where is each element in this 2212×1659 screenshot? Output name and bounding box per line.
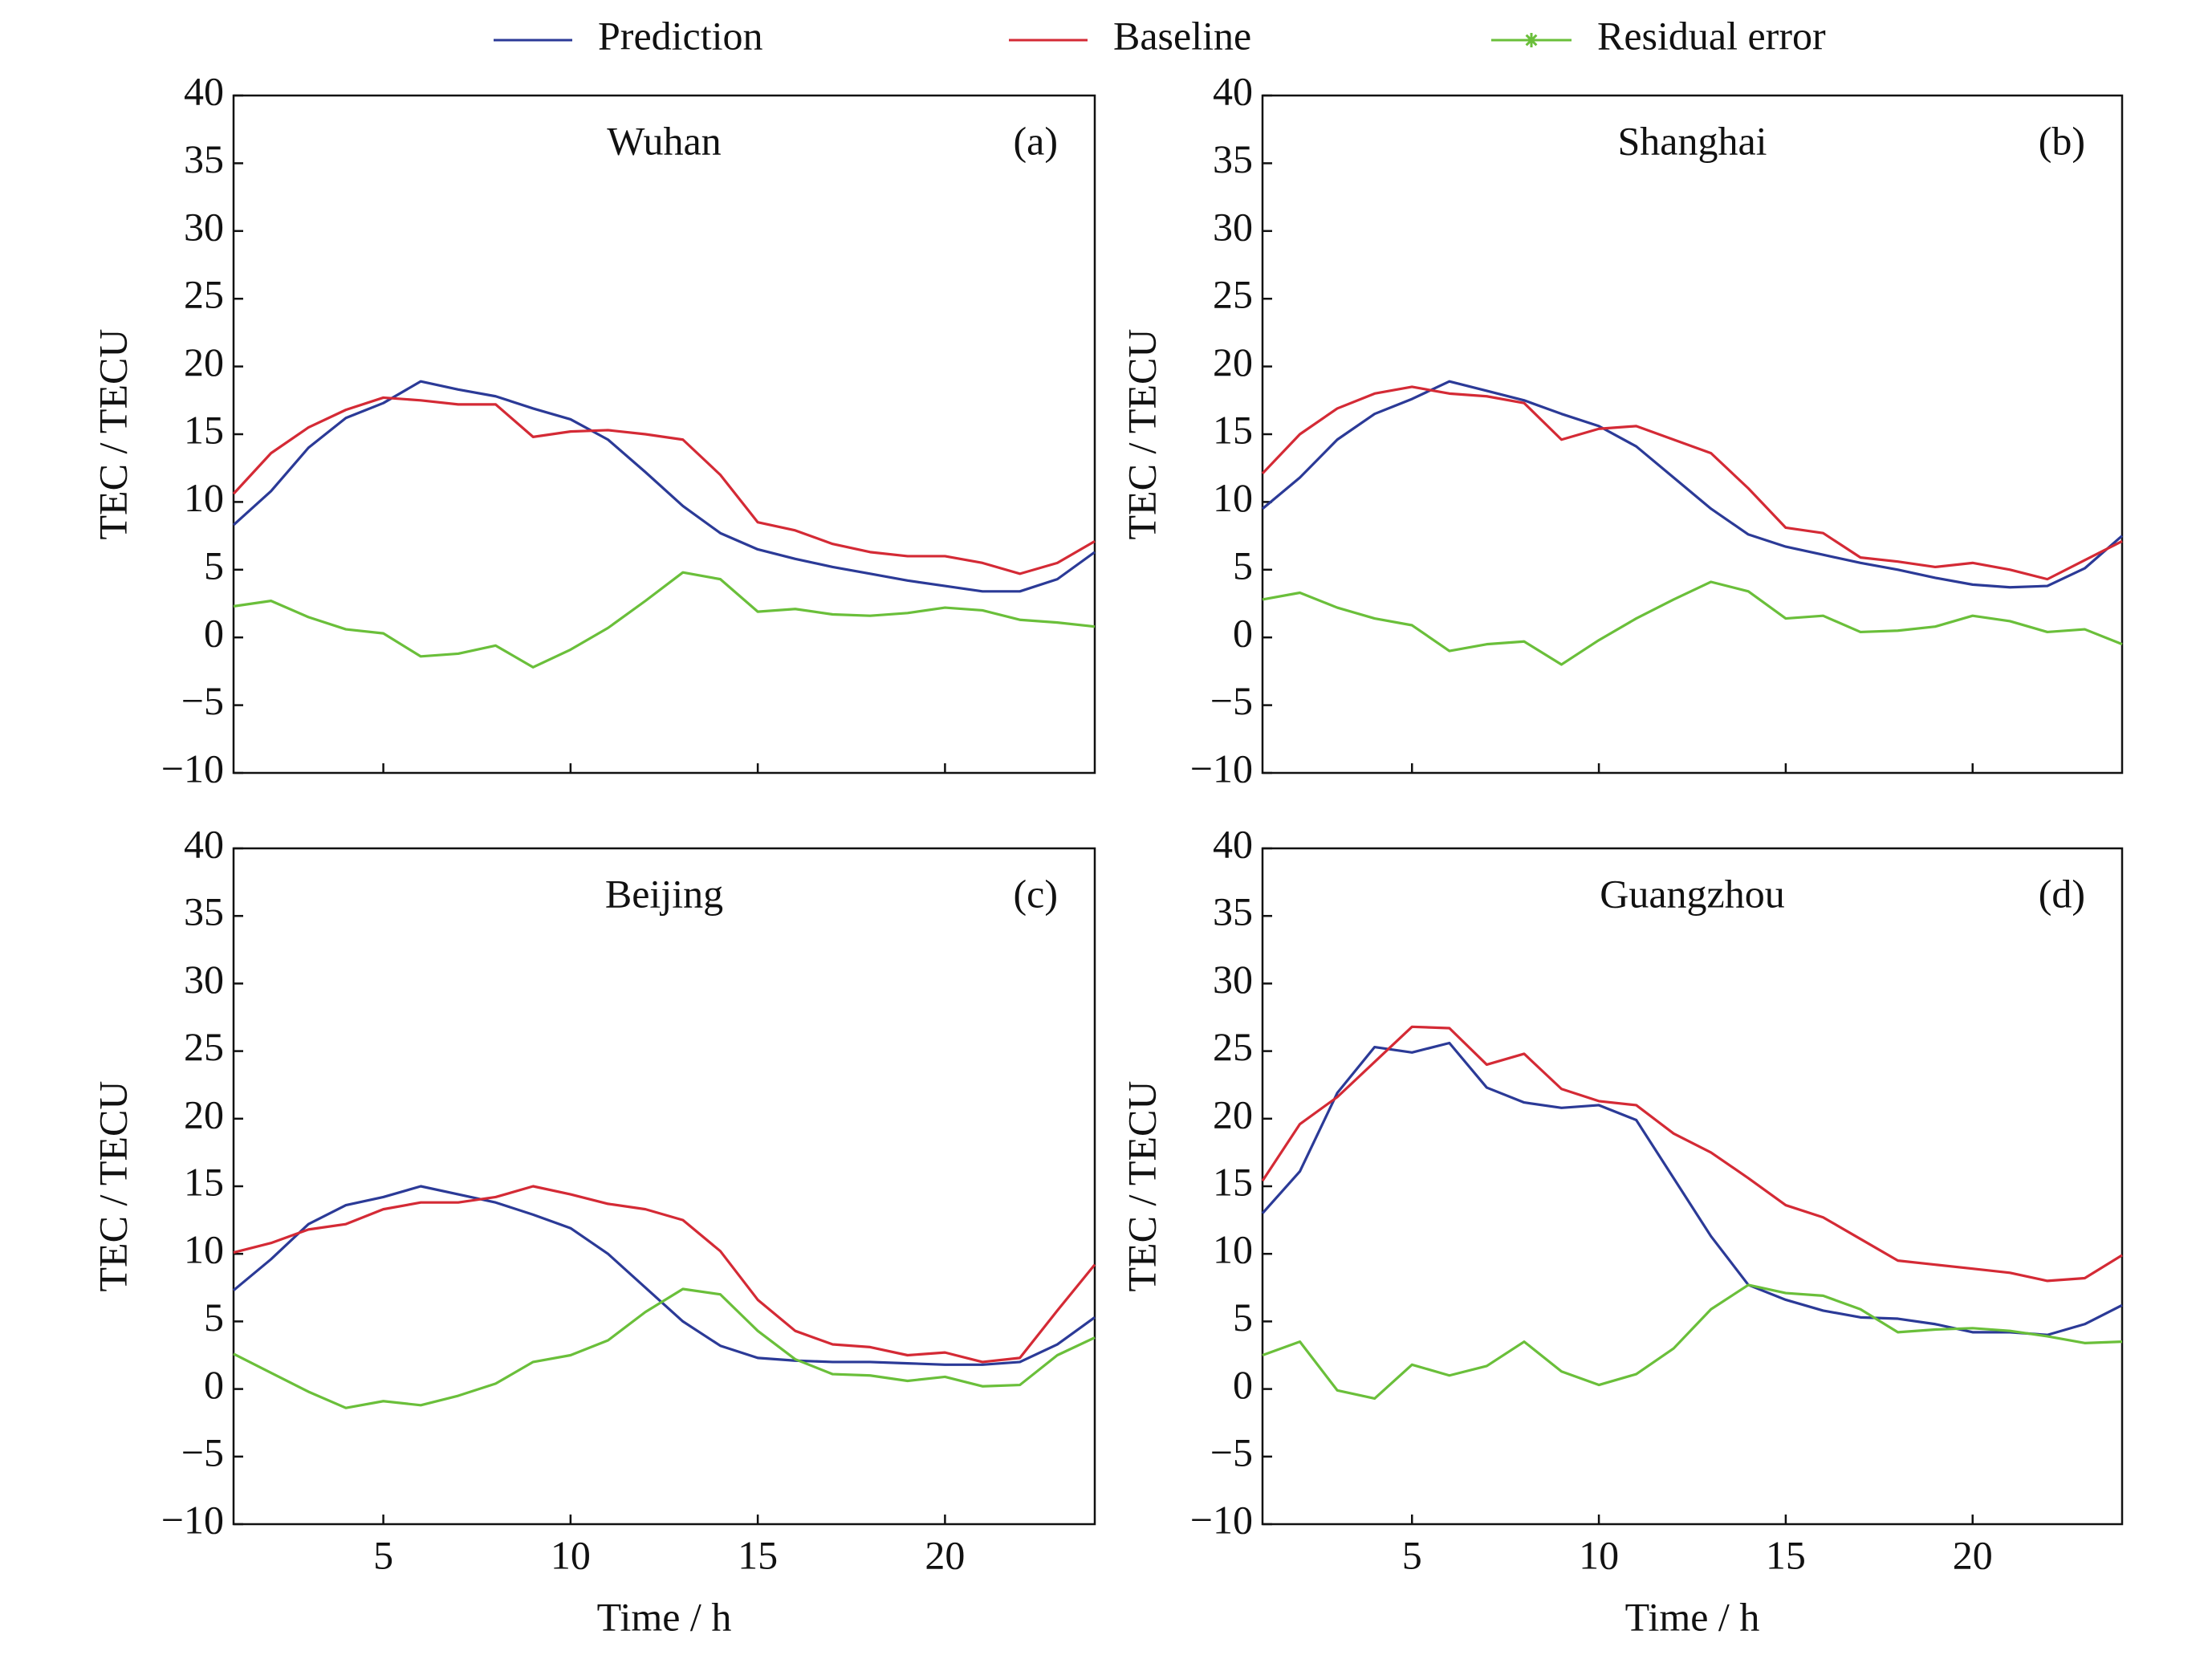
y-tick-label: 25 xyxy=(1213,1024,1253,1069)
x-tick-label: 15 xyxy=(1766,1532,1806,1577)
x-tick-label: 10 xyxy=(1579,1532,1619,1577)
y-tick-label: 40 xyxy=(184,821,224,866)
y-tick-label: 5 xyxy=(204,1295,224,1340)
legend-marker xyxy=(1525,34,1538,47)
data-line xyxy=(233,571,1096,669)
y-tick-label: −5 xyxy=(1210,678,1253,723)
data-line xyxy=(232,1185,1096,1366)
y-tick-label: 0 xyxy=(1233,1362,1253,1407)
panel-title: Beijing xyxy=(605,871,723,916)
y-tick-label: −5 xyxy=(181,678,224,723)
panel-label: (b) xyxy=(2039,118,2085,163)
y-tick-label: 20 xyxy=(184,340,224,384)
y-tick-label: 10 xyxy=(184,1227,224,1272)
y-axis-label: TEC / TECU xyxy=(1119,1081,1164,1292)
data-line xyxy=(1262,580,2123,666)
y-tick-label: 10 xyxy=(1213,475,1253,520)
legend-label: Baseline xyxy=(1113,13,1251,58)
plot-frame xyxy=(1261,94,2124,775)
x-tick-label: 5 xyxy=(373,1532,393,1577)
y-tick-label: 35 xyxy=(184,889,224,934)
y-tick-label: −10 xyxy=(161,746,224,791)
y-tick-label: 25 xyxy=(184,1024,224,1069)
panel-label: (a) xyxy=(1014,118,1059,163)
y-tick-label: 40 xyxy=(184,68,224,113)
y-tick-label: 35 xyxy=(184,136,224,181)
y-tick-label: 5 xyxy=(1233,1295,1253,1340)
data-line xyxy=(1261,1041,2123,1336)
panel-title: Wuhan xyxy=(607,118,721,163)
y-tick-label: 40 xyxy=(1213,821,1253,866)
legend-label: Prediction xyxy=(598,13,763,58)
x-axis-label: Time / h xyxy=(1625,1594,1760,1639)
y-tick-label: 20 xyxy=(1213,1092,1253,1136)
y-axis-label: TEC / TECU xyxy=(90,329,135,540)
data-line xyxy=(232,380,1096,593)
plot-frame xyxy=(1261,847,2124,1526)
y-tick-label: 15 xyxy=(184,1159,224,1204)
y-tick-label: 0 xyxy=(204,1362,224,1407)
y-axis-label: TEC / TECU xyxy=(1119,329,1164,540)
data-line xyxy=(1261,1025,2123,1283)
y-tick-label: 30 xyxy=(184,204,224,249)
y-tick-label: 5 xyxy=(204,543,224,588)
x-tick-label: 15 xyxy=(738,1532,778,1577)
data-line xyxy=(233,1287,1096,1409)
x-tick-label: 20 xyxy=(925,1532,965,1577)
y-tick-label: −5 xyxy=(1210,1429,1253,1474)
data-line xyxy=(1261,380,2124,589)
y-tick-label: 15 xyxy=(184,407,224,452)
y-tick-label: −10 xyxy=(1190,746,1253,791)
y-tick-label: 0 xyxy=(204,611,224,656)
y-axis-label: TEC / TECU xyxy=(90,1081,135,1292)
legend-label: Residual error xyxy=(1597,13,1826,58)
panel-title: Guangzhou xyxy=(1600,871,1785,916)
x-axis-label: Time / h xyxy=(597,1594,732,1639)
y-tick-label: 15 xyxy=(1213,407,1253,452)
y-tick-label: 30 xyxy=(184,957,224,1002)
x-tick-label: 20 xyxy=(1953,1532,1993,1577)
x-tick-label: 5 xyxy=(1402,1532,1422,1577)
y-tick-label: −10 xyxy=(1190,1497,1253,1542)
y-tick-label: 5 xyxy=(1233,543,1253,588)
panel-label: (d) xyxy=(2039,871,2085,916)
y-tick-label: 25 xyxy=(1213,272,1253,317)
data-line xyxy=(232,396,1096,575)
y-tick-label: −5 xyxy=(181,1429,224,1474)
y-tick-label: 20 xyxy=(1213,340,1253,384)
y-tick-label: 40 xyxy=(1213,68,1253,113)
y-tick-label: 30 xyxy=(1213,957,1253,1002)
y-tick-label: 30 xyxy=(1213,204,1253,249)
y-tick-label: 0 xyxy=(1233,611,1253,656)
data-line xyxy=(1262,1283,2123,1400)
plot-frame xyxy=(232,94,1096,775)
y-tick-label: 10 xyxy=(1213,1227,1253,1272)
plot-frame xyxy=(232,847,1096,1526)
data-line xyxy=(1261,385,2123,581)
y-tick-label: 25 xyxy=(184,272,224,317)
y-tick-label: −10 xyxy=(161,1497,224,1542)
data-line xyxy=(233,1185,1096,1364)
y-tick-label: 15 xyxy=(1213,1159,1253,1204)
panel-label: (c) xyxy=(1014,871,1059,916)
x-tick-label: 10 xyxy=(551,1532,591,1577)
panel-title: Shanghai xyxy=(1617,118,1767,163)
y-tick-label: 10 xyxy=(184,475,224,520)
y-tick-label: 35 xyxy=(1213,889,1253,934)
y-tick-label: 35 xyxy=(1213,136,1253,181)
y-tick-label: 20 xyxy=(184,1092,224,1136)
